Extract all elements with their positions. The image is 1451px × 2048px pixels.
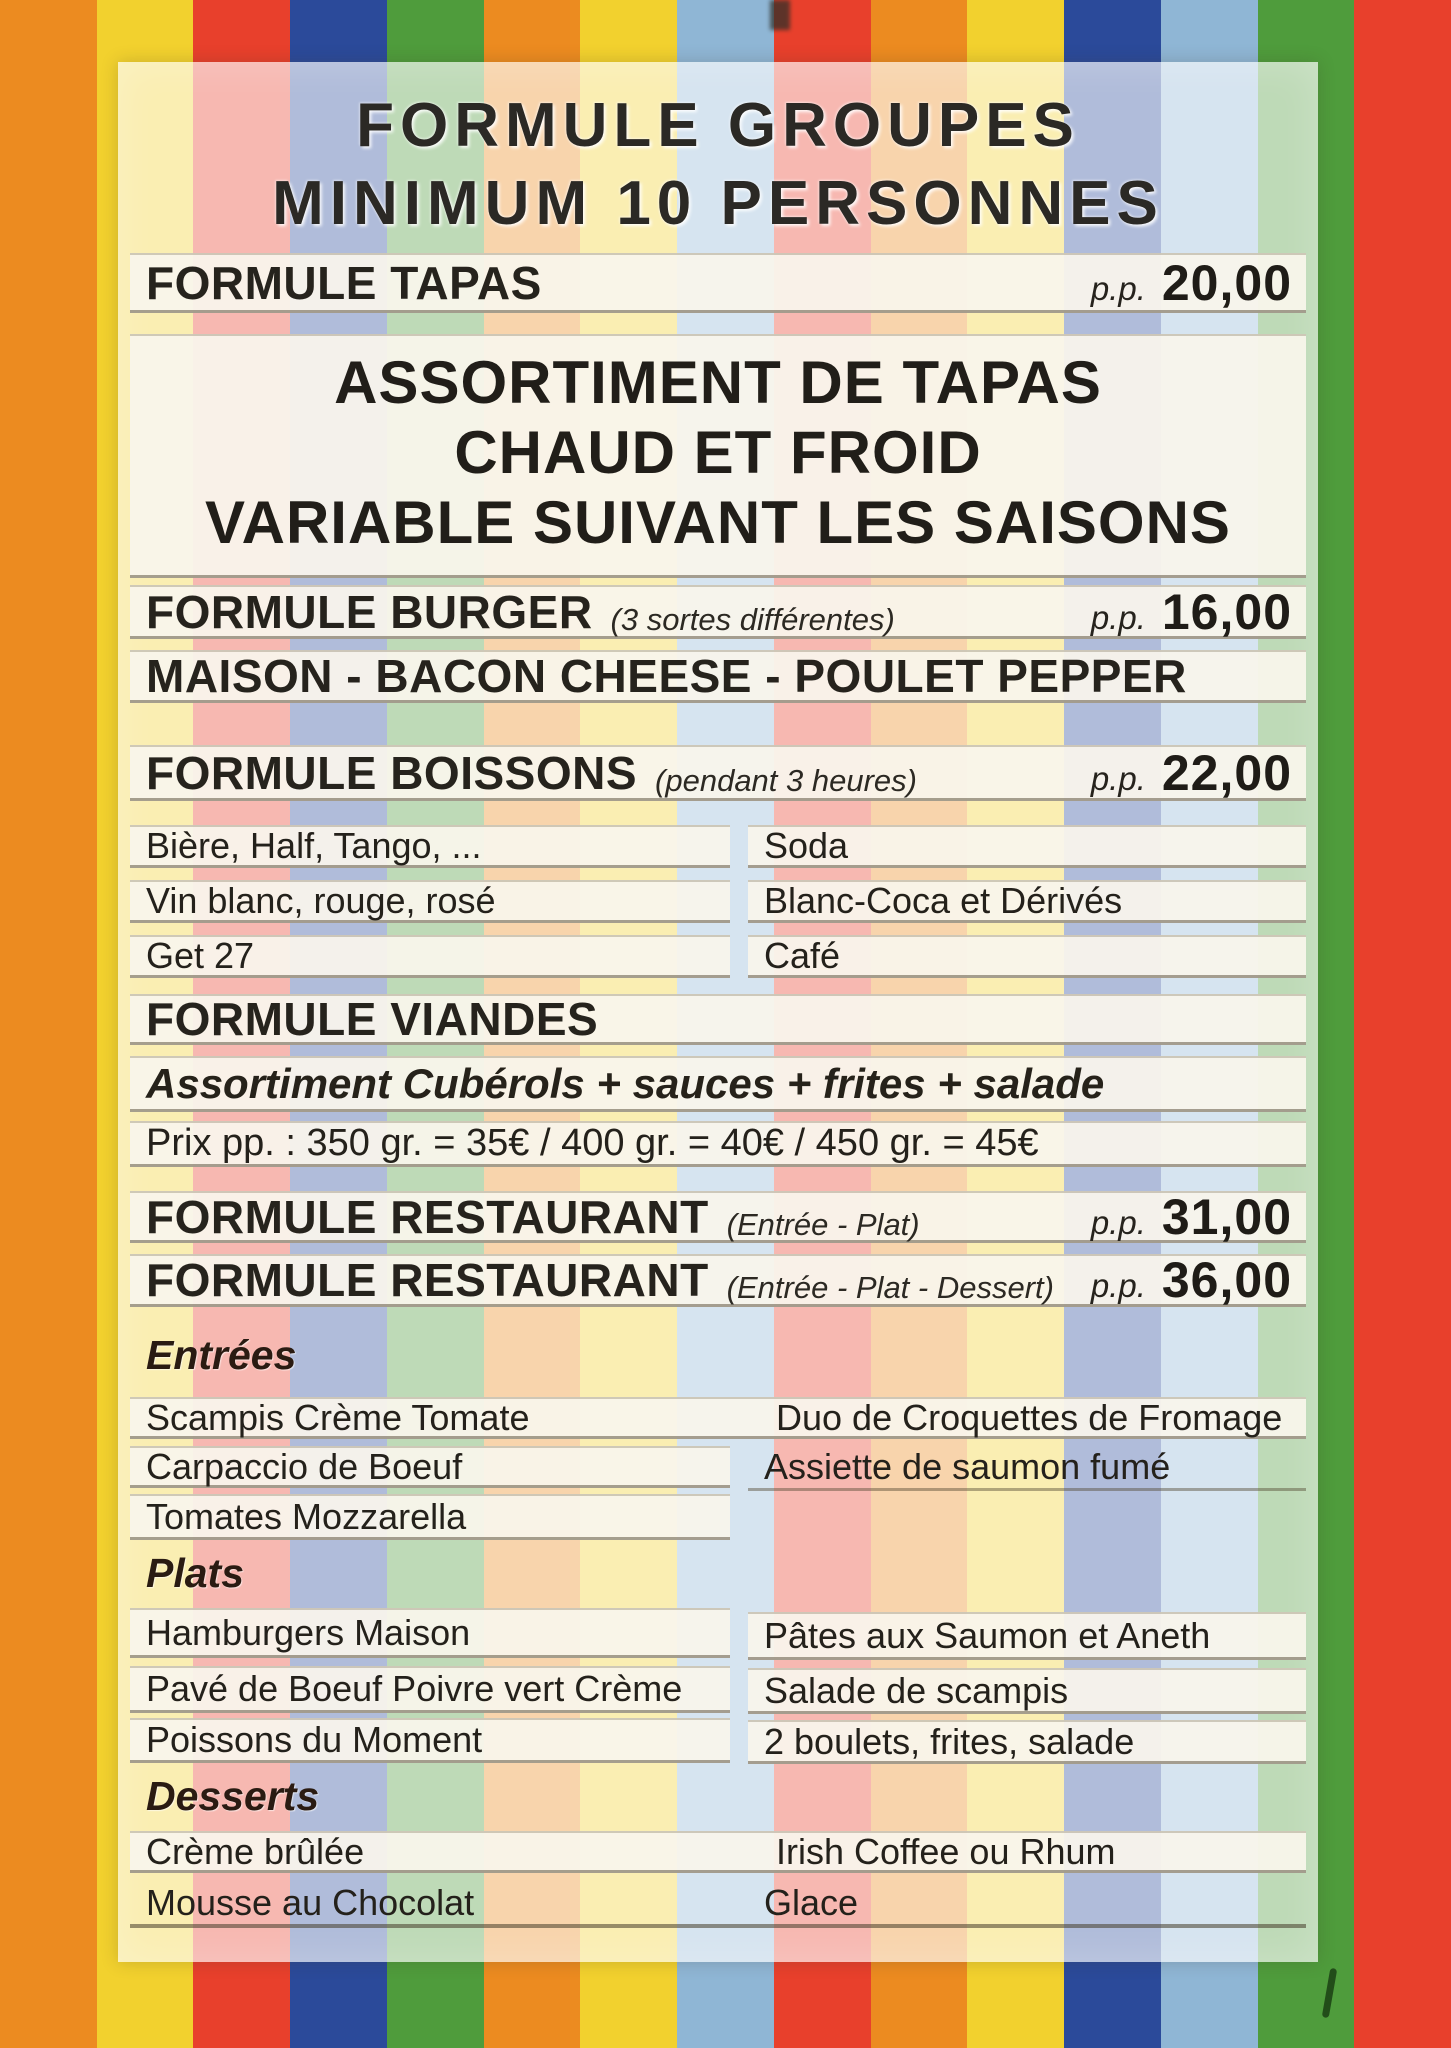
tapas-description-line: ASSORTIMENT DE TAPAS: [334, 349, 1102, 416]
row-viandes-prices: Prix pp. : 350 gr. = 35€ / 400 gr. = 40€…: [130, 1121, 1306, 1167]
drinks-row-left: Bière, Half, Tango, ...: [130, 825, 730, 868]
menu-item: Irish Coffee ou Rhum: [776, 1830, 1116, 1872]
menu-title-line2: MINIMUM 10 PERSONNES: [272, 169, 1164, 238]
formule-burger-price-group: p.p. 16,00: [1091, 583, 1292, 641]
bottom-rule: [130, 1924, 1306, 1928]
formule-boissons-title: FORMULE BOISSONS: [146, 746, 638, 799]
tapas-description-block: ASSORTIMENT DE TAPAS CHAUD ET FROID VARI…: [130, 334, 1306, 578]
menu-item: Glace: [764, 1882, 859, 1923]
formule-tapas-price: 20,00: [1161, 254, 1292, 311]
burger-varieties-text: MAISON - BACON CHEESE - POULET PEPPER: [146, 650, 1187, 702]
menu-item: Tomates Mozzarella: [146, 1495, 467, 1537]
drinks-row-right: Blanc-Coca et Dérivés: [748, 880, 1306, 923]
desserts-row-1: Crème brûlée Irish Coffee ou Rhum: [130, 1831, 1306, 1873]
formule-restaurant-title: FORMULE RESTAURANT: [146, 1254, 709, 1306]
pp-label: p.p.: [1090, 1267, 1146, 1304]
plats-row-1-right: Pâtes aux Saumon et Aneth: [748, 1612, 1306, 1660]
menu-item: Hamburgers Maison: [146, 1611, 471, 1653]
formule-restaurant-note: (Entrée - Plat - Dessert): [726, 1270, 1054, 1305]
tapas-description-line: CHAUD ET FROID: [454, 419, 982, 486]
menu-item: Assiette de saumon fumé: [764, 1446, 1171, 1487]
entrees-row-3-left: Tomates Mozzarella: [130, 1494, 730, 1540]
menu-item: Scampis Crème Tomate: [146, 1396, 530, 1438]
formule-tapas-title: FORMULE TAPAS: [146, 256, 542, 309]
formule-restaurant-price: 36,00: [1161, 1252, 1292, 1308]
menu-sheet: FORMULE GROUPES MINIMUM 10 PERSONNES FOR…: [118, 62, 1318, 1962]
section-heading-entrees: Entrées: [146, 1332, 297, 1378]
viandes-subtitle-text: Assortiment Cubérols + sauces + frites +…: [146, 1059, 1105, 1107]
drink-item: Café: [764, 935, 841, 976]
formule-burger-note: (3 sortes différentes): [610, 601, 895, 637]
tapas-description-line: VARIABLE SUIVANT LES SAISONS: [205, 489, 1231, 556]
drink-item: Bière, Half, Tango, ...: [146, 825, 482, 866]
menu-item: Pâtes aux Saumon et Aneth: [764, 1614, 1211, 1656]
entrees-row-2-right: Assiette de saumon fumé: [748, 1446, 1306, 1491]
plats-row-2-left: Pavé de Boeuf Poivre vert Crème: [130, 1666, 730, 1713]
background-stripe: [1354, 0, 1451, 2048]
formule-restaurant-price: 31,00: [1161, 1188, 1292, 1245]
row-formule-boissons: FORMULE BOISSONS (pendant 3 heures) p.p.…: [130, 745, 1306, 801]
desserts-row-2-right: Glace: [748, 1880, 1306, 1926]
drinks-row-right: Café: [748, 935, 1306, 978]
menu-title-line1: FORMULE GROUPES: [356, 91, 1080, 160]
row-formule-restaurant-1: FORMULE RESTAURANT (Entrée - Plat) p.p. …: [130, 1188, 1306, 1246]
menu-item: 2 boulets, frites, salade: [764, 1720, 1135, 1762]
photo-artifact: [770, 0, 790, 30]
viandes-prices-text: Prix pp. : 350 gr. = 35€ / 400 gr. = 40€…: [146, 1122, 1039, 1164]
row-burger-varieties: MAISON - BACON CHEESE - POULET PEPPER: [130, 650, 1306, 703]
formule-restaurant-price-group: p.p. 31,00: [1091, 1188, 1292, 1246]
menu-item: Carpaccio de Boeuf: [146, 1445, 463, 1487]
row-formule-viandes: FORMULE VIANDES: [130, 993, 1306, 1045]
row-formule-tapas: FORMULE TAPAS p.p. 20,00: [130, 253, 1306, 313]
background-stripe: [0, 0, 97, 2048]
menu-item: Crème brûlée: [146, 1830, 365, 1872]
plats-row-1-left: Hamburgers Maison: [130, 1608, 730, 1658]
menu-item: Salade de scampis: [764, 1669, 1069, 1711]
plats-row-3-right: 2 boulets, frites, salade: [748, 1720, 1306, 1764]
formule-boissons-price-group: p.p. 22,00: [1091, 744, 1292, 802]
formule-tapas-price-group: p.p. 20,00: [1091, 254, 1292, 312]
menu-item: Mousse au Chocolat: [146, 1882, 475, 1923]
menu-item: Duo de Croquettes de Fromage: [776, 1396, 1283, 1438]
formule-burger-title: FORMULE BURGER: [146, 585, 593, 638]
drink-item: Vin blanc, rouge, rosé: [146, 880, 496, 921]
formule-viandes-title: FORMULE VIANDES: [146, 993, 599, 1045]
formule-boissons-price: 22,00: [1161, 744, 1292, 801]
drinks-row-right: Soda: [748, 825, 1306, 868]
formule-boissons-note: (pendant 3 heures): [655, 762, 917, 798]
row-formule-restaurant-2: FORMULE RESTAURANT (Entrée - Plat - Dess…: [130, 1251, 1306, 1309]
drink-item: Blanc-Coca et Dérivés: [764, 880, 1123, 921]
entrees-row-1: Scampis Crème Tomate Duo de Croquettes d…: [130, 1397, 1306, 1439]
drink-item: Soda: [764, 825, 849, 866]
formule-restaurant-price-group: p.p. 36,00: [1091, 1251, 1292, 1309]
entrees-row-2-left: Carpaccio de Boeuf: [130, 1446, 730, 1488]
plats-row-3-left: Poissons du Moment: [130, 1718, 730, 1763]
pp-label: p.p.: [1090, 1203, 1146, 1241]
drinks-row-left: Vin blanc, rouge, rosé: [130, 880, 730, 923]
row-formule-burger: FORMULE BURGER (3 sortes différentes) p.…: [130, 583, 1306, 641]
section-heading-plats: Plats: [146, 1550, 244, 1596]
drinks-row-left: Get 27: [130, 935, 730, 978]
pp-label: p.p.: [1090, 759, 1146, 797]
section-heading-desserts: Desserts: [146, 1773, 320, 1819]
menu-item: Pavé de Boeuf Poivre vert Crème: [146, 1668, 683, 1709]
menu-item: Poissons du Moment: [146, 1719, 483, 1760]
row-viandes-subtitle: Assortiment Cubérols + sauces + frites +…: [130, 1056, 1306, 1112]
formule-restaurant-title: FORMULE RESTAURANT: [146, 1190, 709, 1243]
drink-item: Get 27: [146, 935, 255, 976]
formule-restaurant-note: (Entrée - Plat): [726, 1206, 920, 1242]
pp-label: p.p.: [1090, 269, 1146, 307]
pp-label: p.p.: [1090, 598, 1146, 636]
formule-burger-price: 16,00: [1161, 583, 1292, 640]
plats-row-2-right: Salade de scampis: [748, 1668, 1306, 1714]
desserts-row-2-left: Mousse au Chocolat: [130, 1880, 730, 1926]
